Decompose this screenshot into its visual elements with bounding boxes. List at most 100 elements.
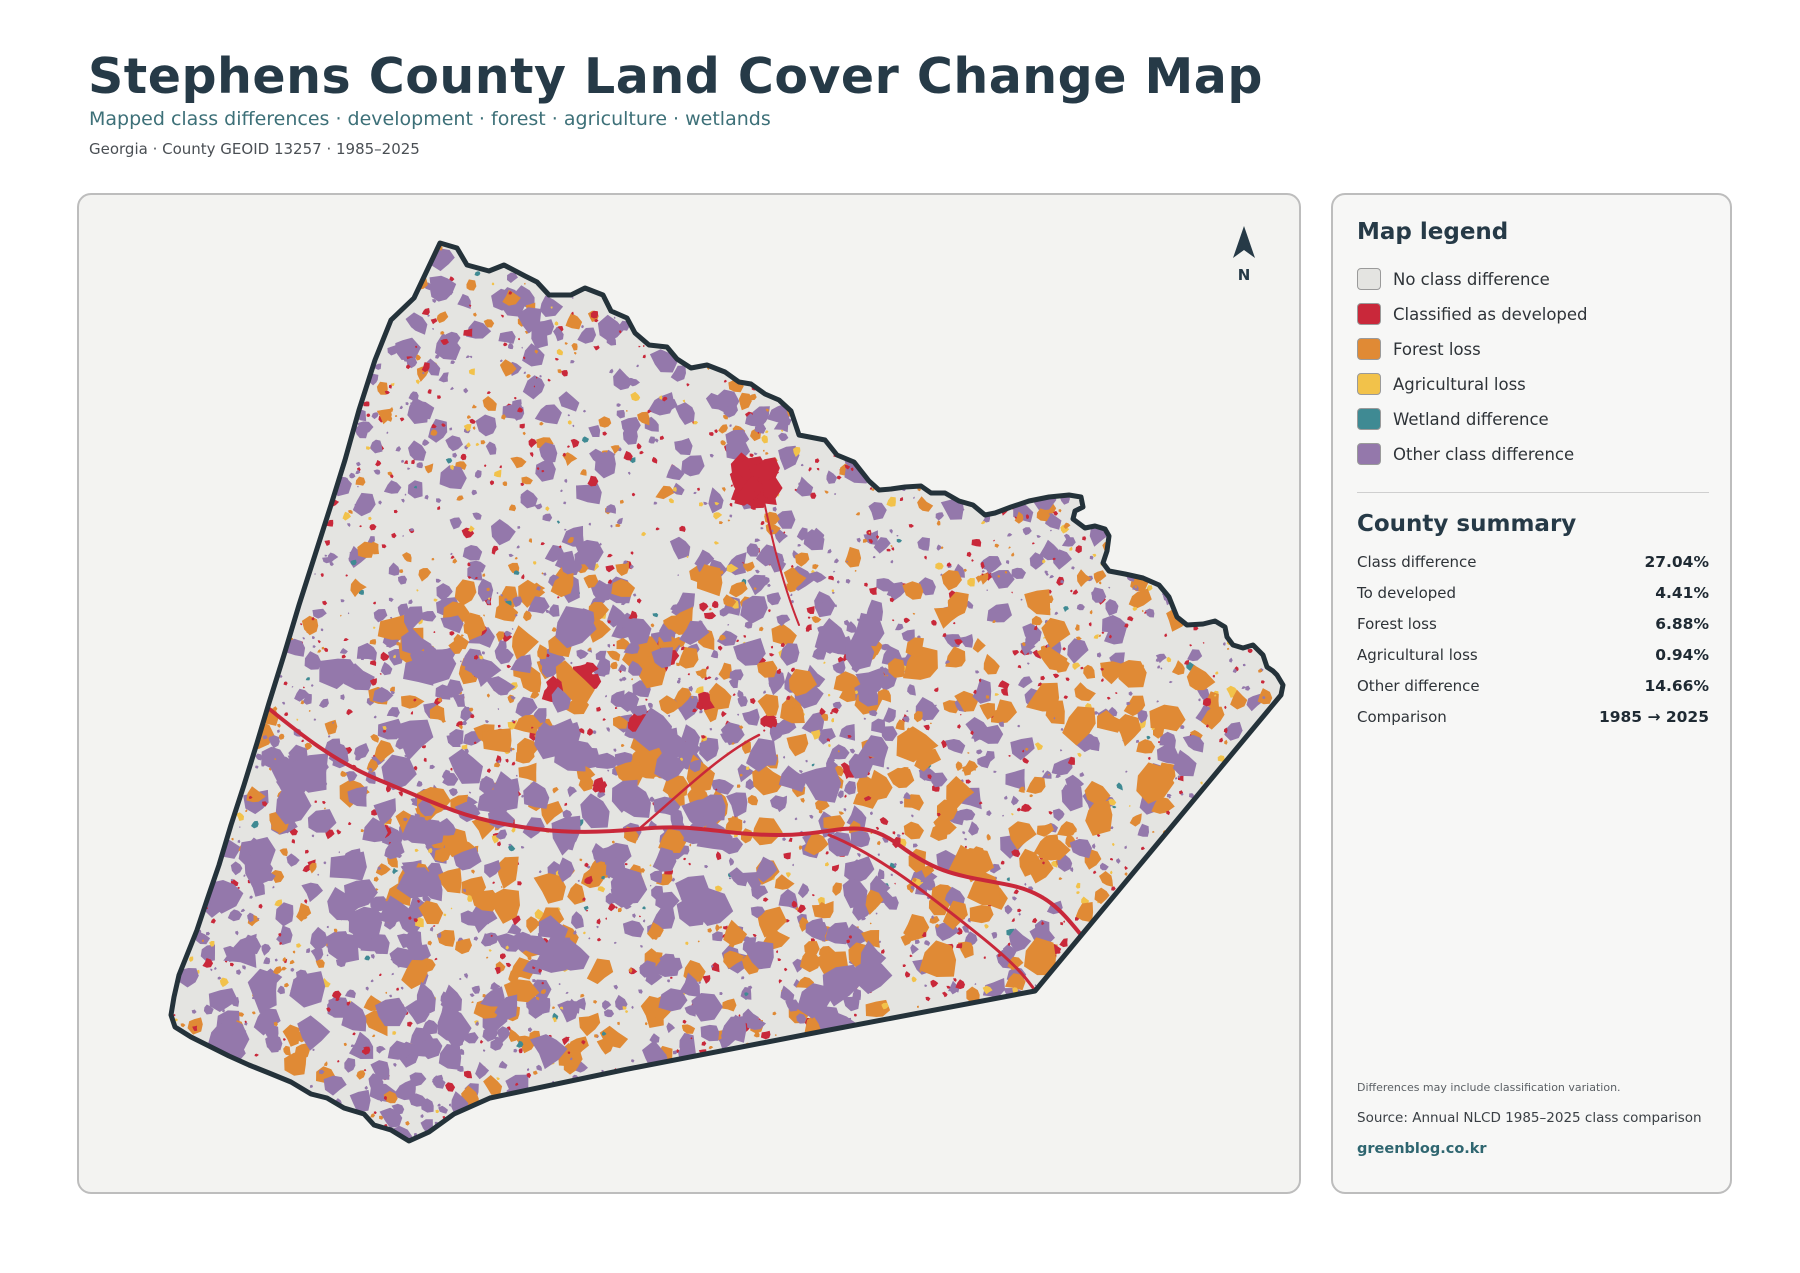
- change-patch: [809, 814, 814, 819]
- change-patch: [467, 415, 471, 419]
- change-patch: [1053, 510, 1059, 516]
- change-patch: [274, 899, 283, 907]
- change-patch: [1050, 529, 1052, 532]
- change-patch: [424, 463, 434, 474]
- change-patch: [527, 955, 532, 961]
- change-patch: [1169, 680, 1173, 684]
- change-patch: [345, 771, 358, 782]
- change-patch: [739, 773, 743, 777]
- change-patch: [461, 744, 468, 750]
- change-patch: [737, 713, 740, 716]
- change-patch: [449, 276, 455, 282]
- change-patch: [1028, 650, 1033, 655]
- change-patch: [763, 729, 766, 732]
- change-patch: [382, 729, 387, 733]
- change-patch: [450, 464, 454, 471]
- change-patch: [596, 1038, 614, 1055]
- change-patch: [1151, 796, 1175, 814]
- panel-divider: [1357, 492, 1709, 493]
- change-patch: [615, 523, 621, 527]
- change-patch: [474, 654, 479, 660]
- change-patch: [596, 918, 601, 925]
- change-patch: [401, 459, 405, 463]
- change-patch: [845, 923, 871, 954]
- change-patch: [604, 694, 607, 698]
- change-patch: [438, 1105, 448, 1114]
- change-patch: [463, 424, 472, 432]
- summary-row: Other difference 14.66%: [1357, 677, 1709, 695]
- change-patch: [450, 555, 455, 559]
- change-patch: [1110, 858, 1114, 861]
- change-patch: [395, 337, 421, 361]
- change-patch: [662, 396, 668, 402]
- change-patch: [1074, 829, 1077, 833]
- change-patch: [738, 690, 741, 693]
- change-patch: [637, 598, 642, 604]
- change-patch: [881, 1002, 889, 1010]
- change-patch: [597, 886, 606, 893]
- change-patch: [320, 573, 324, 578]
- change-patch: [390, 382, 395, 387]
- change-patch: [624, 433, 627, 436]
- change-patch: [415, 354, 421, 361]
- change-patch: [371, 412, 379, 420]
- change-patch: [772, 506, 777, 512]
- change-patch: [383, 1095, 387, 1101]
- change-patch: [765, 579, 770, 583]
- change-patch: [1074, 624, 1080, 631]
- change-patch: [542, 659, 560, 678]
- change-patch: [539, 295, 564, 317]
- change-patch: [399, 569, 404, 574]
- change-patch: [1069, 546, 1073, 551]
- change-patch: [795, 906, 799, 911]
- change-patch: [1125, 770, 1128, 773]
- change-patch: [868, 502, 887, 521]
- change-patch: [753, 587, 757, 590]
- change-patch: [583, 574, 599, 589]
- change-patch: [372, 1073, 375, 1077]
- change-patch: [968, 821, 979, 836]
- change-patch: [1082, 536, 1087, 541]
- change-patch: [795, 476, 814, 497]
- change-patch: [889, 597, 895, 603]
- change-patch: [570, 1041, 574, 1046]
- change-patch: [607, 617, 610, 620]
- change-patch: [1063, 533, 1071, 541]
- change-patch: [1152, 830, 1155, 833]
- change-patch: [637, 411, 650, 426]
- change-patch: [1155, 653, 1167, 664]
- change-patch: [761, 434, 768, 444]
- change-patch: [1141, 609, 1144, 613]
- change-patch: [571, 561, 583, 572]
- change-patch: [258, 903, 263, 909]
- change-patch: [570, 360, 575, 364]
- change-patch: [1128, 805, 1131, 807]
- change-patch: [518, 762, 537, 783]
- change-patch: [832, 591, 835, 594]
- change-patch: [470, 714, 475, 719]
- change-patch: [301, 747, 307, 753]
- change-patch: [319, 1069, 325, 1075]
- change-patch: [715, 885, 723, 892]
- change-patch: [373, 601, 376, 605]
- change-patch: [869, 710, 878, 717]
- change-patch: [717, 645, 723, 651]
- change-patch: [416, 462, 423, 469]
- change-patch: [1093, 870, 1097, 874]
- change-patch: [895, 719, 905, 731]
- change-patch: [721, 487, 726, 492]
- summary-row: Forest loss 6.88%: [1357, 615, 1709, 633]
- change-patch: [1109, 870, 1113, 875]
- change-patch: [511, 285, 535, 311]
- change-patch: [831, 718, 835, 723]
- change-patch: [882, 707, 896, 723]
- change-patch: [825, 922, 851, 945]
- summary-label: Other difference: [1357, 677, 1480, 695]
- change-patch: [778, 979, 783, 984]
- change-patch: [273, 966, 282, 975]
- change-patch: [844, 546, 862, 568]
- change-patch: [780, 429, 784, 432]
- change-patch: [340, 694, 345, 701]
- change-patch: [710, 779, 735, 795]
- change-patch: [605, 917, 607, 920]
